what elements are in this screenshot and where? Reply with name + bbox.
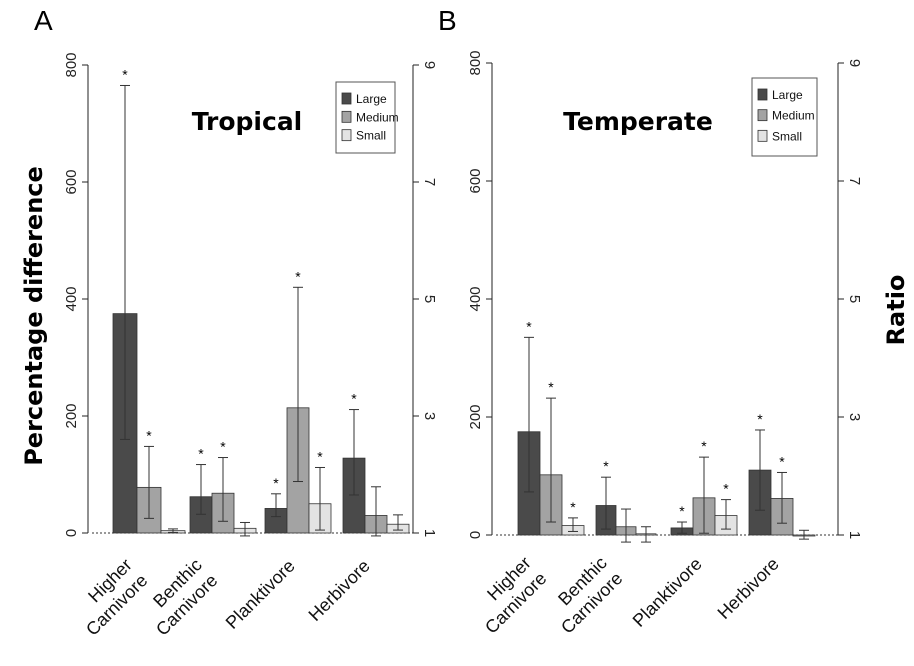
panel-b-temperate: 0 1 200 3 400 5 600 7 800 9 * * * * * * * * * Large Medium Sm… <box>466 50 863 638</box>
significance-star: * <box>701 438 707 454</box>
legend-swatch-small <box>341 129 352 142</box>
category-label: HigherCarnivore <box>466 553 551 638</box>
category-label-line: Herbivore <box>305 556 374 625</box>
significance-star: * <box>295 268 301 284</box>
category-label: HigherCarnivore <box>67 555 152 640</box>
right-tick-label: 3 <box>421 412 438 420</box>
panel-letter-a: A <box>34 5 53 36</box>
panel-letter-b: B <box>438 5 457 36</box>
significance-star: * <box>679 503 685 519</box>
left-tick-label: 600 <box>63 169 80 194</box>
right-tick-label: 7 <box>421 178 438 186</box>
significance-star: * <box>526 318 532 334</box>
legend-swatch-medium <box>757 109 768 122</box>
significance-star: * <box>603 458 609 474</box>
panel-title: Tropical <box>192 107 303 136</box>
right-axis-title: Ratio <box>882 275 910 346</box>
significance-star: * <box>122 66 128 82</box>
right-tick-label: 5 <box>846 295 863 303</box>
right-tick-label: 9 <box>846 59 863 67</box>
left-tick-label: 800 <box>63 52 80 77</box>
legend-label-small: Small <box>772 129 802 143</box>
left-tick-label: 600 <box>467 168 484 193</box>
legend-swatch-small <box>757 129 768 142</box>
legend-swatch-large <box>341 92 352 105</box>
right-tick-label: 1 <box>846 531 863 539</box>
left-tick-label: 200 <box>467 404 484 429</box>
legend-label-medium: Medium <box>356 110 399 124</box>
category-label: BenthicCarnivore <box>542 553 627 638</box>
category-label-line: Herbivore <box>714 554 783 623</box>
significance-star: * <box>146 427 152 443</box>
category-label: Planktivore <box>629 554 706 631</box>
significance-star: * <box>779 453 785 469</box>
right-tick-label: 5 <box>421 295 438 303</box>
left-tick-label: 0 <box>467 531 484 539</box>
significance-star: * <box>317 448 323 464</box>
significance-star: * <box>273 475 279 491</box>
significance-star: * <box>198 446 204 462</box>
legend-label-large: Large <box>356 92 387 106</box>
significance-star: * <box>351 391 357 407</box>
significance-star: * <box>220 439 226 455</box>
significance-star: * <box>570 499 576 515</box>
legend-label-small: Small <box>356 129 386 143</box>
significance-star: * <box>723 481 729 497</box>
panel-title: Temperate <box>563 107 713 136</box>
left-axis-title: Percentage difference <box>20 166 48 466</box>
category-label-line: Planktivore <box>222 556 299 633</box>
significance-star: * <box>548 379 554 395</box>
category-label: Herbivore <box>305 556 374 625</box>
right-tick-label: 1 <box>421 529 438 537</box>
left-tick-label: 200 <box>63 403 80 428</box>
category-label: Herbivore <box>714 554 783 623</box>
left-tick-label: 800 <box>467 50 484 75</box>
right-tick-label: 7 <box>846 177 863 185</box>
legend-swatch-medium <box>341 110 352 123</box>
right-tick-label: 3 <box>846 413 863 421</box>
right-tick-label: 9 <box>421 61 438 69</box>
category-label: Planktivore <box>222 556 299 633</box>
panel-a-tropical: 0 1 200 3 400 5 600 7 800 9 * * * * * * * * Large Medium Sma… <box>63 52 438 639</box>
category-label-line: Planktivore <box>629 554 706 631</box>
left-tick-label: 400 <box>63 286 80 311</box>
left-tick-label: 0 <box>63 529 80 537</box>
left-tick-label: 400 <box>467 286 484 311</box>
significance-star: * <box>757 411 763 427</box>
legend-label-medium: Medium <box>772 109 815 123</box>
legend-label-large: Large <box>772 88 803 102</box>
legend-swatch-large <box>757 88 768 101</box>
category-label: BenthicCarnivore <box>137 555 222 640</box>
